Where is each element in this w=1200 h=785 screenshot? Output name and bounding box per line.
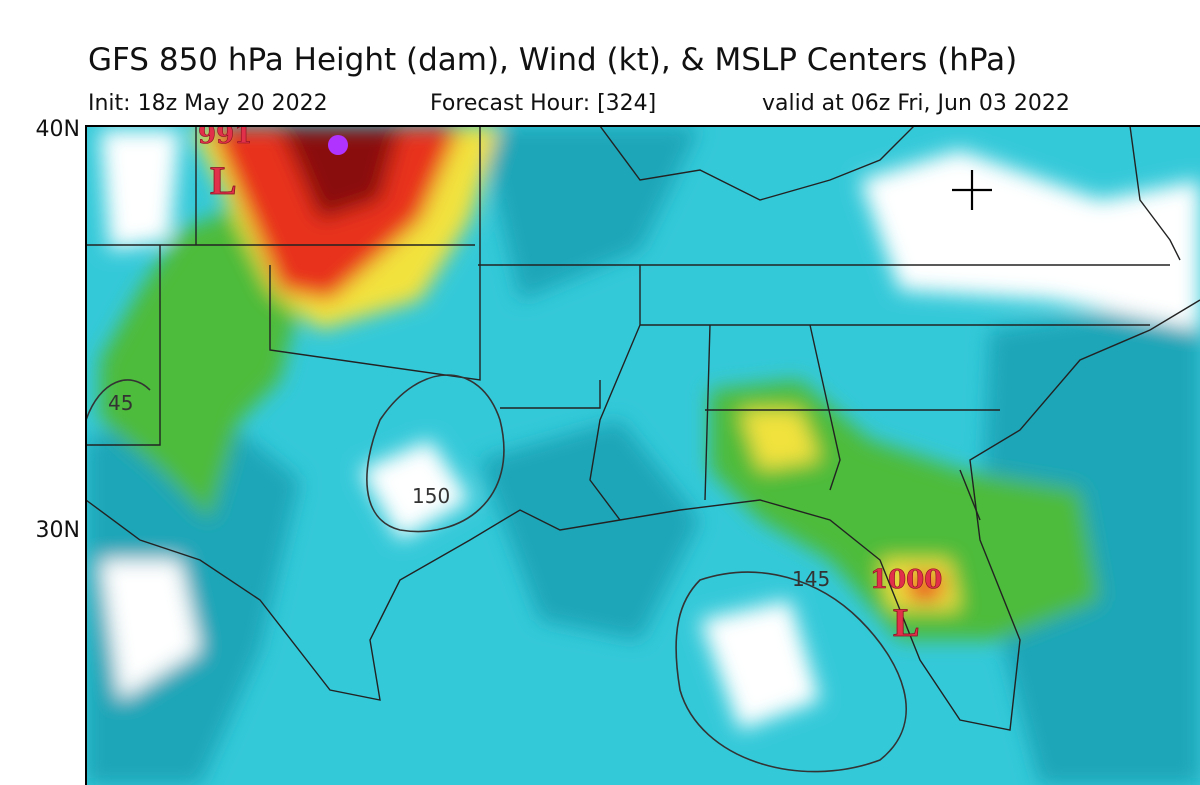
- latitude-label: 40N: [36, 117, 80, 142]
- forecast-hour: Forecast Hour: [324]: [430, 91, 656, 116]
- latitude-label: 30N: [36, 518, 80, 543]
- low-symbol: L: [210, 158, 237, 203]
- wind-shading: [86, 126, 1200, 785]
- valid-time: valid at 06z Fri, Jun 03 2022: [762, 91, 1070, 116]
- low-symbol: L: [893, 600, 920, 645]
- contour-label: 145: [792, 567, 830, 591]
- init-time: Init: 18z May 20 2022: [88, 91, 328, 116]
- low-pressure-value: 991: [198, 120, 252, 150]
- max-wind-marker: [328, 135, 348, 155]
- state-borders: [86, 126, 1200, 731]
- title: GFS 850 hPa Height (dam), Wind (kt), & M…: [88, 42, 1017, 78]
- height-contours: [86, 374, 907, 773]
- map-field: 45 150 145 991 L 1000 L: [86, 120, 1200, 785]
- low-pressure-value: 1000: [870, 565, 942, 595]
- cursor: [952, 170, 992, 210]
- contour-label: 150: [412, 484, 450, 508]
- map-frame: [85, 125, 1200, 785]
- contour-label: 45: [108, 391, 133, 415]
